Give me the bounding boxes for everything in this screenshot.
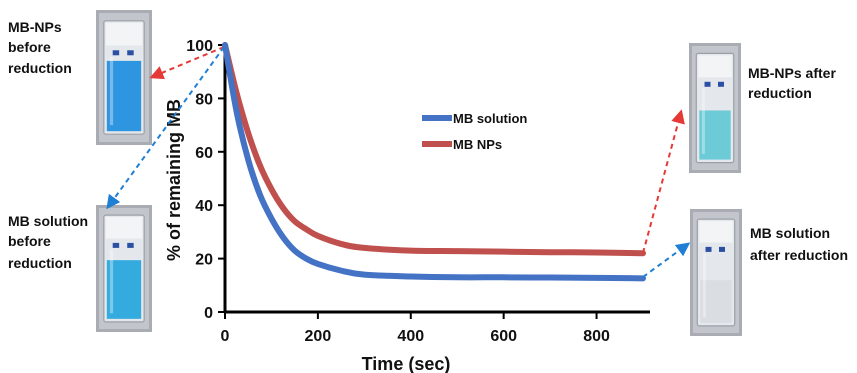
cuvette-cap <box>105 22 143 46</box>
y-axis-title: % of remaining MB <box>164 99 184 261</box>
cuvette-liquid <box>106 260 142 319</box>
label-mbnp-after-line2: reduction <box>748 85 812 101</box>
cuvette-mark-right <box>127 50 134 56</box>
legend-label-mb-nps: MB NPs <box>453 137 502 152</box>
cuvette-mark-right <box>127 242 134 248</box>
cuvette-cap <box>699 221 733 243</box>
series-line-mb-solution <box>222 42 646 282</box>
cuvette-cap <box>698 55 732 78</box>
label-mbsol-before-line3: reduction <box>8 255 72 271</box>
series-layer <box>222 42 646 282</box>
cuvette-mbnp-before-photo <box>96 10 152 145</box>
x-tick-label-200: 200 <box>305 328 332 345</box>
arrow-solution-end-to-photo <box>642 242 691 278</box>
cuvette-liquid <box>700 280 732 323</box>
cuvette-glare <box>109 249 114 314</box>
cuvette-glare <box>109 57 114 126</box>
label-mbnp-before-line1: MB-NPs <box>8 19 62 35</box>
cuvette-mark-left <box>704 81 711 87</box>
cuvette-mbnp-after-photo <box>689 43 741 173</box>
x-tick-label-0: 0 <box>221 328 230 345</box>
x-axis-title: Time (sec) <box>362 354 451 373</box>
x-tick-label-400: 400 <box>397 328 424 345</box>
y-tick-label-60: 60 <box>195 145 213 162</box>
y-tick-label-40: 40 <box>195 198 213 215</box>
y-ticks: 0 20 40 60 80 100 <box>186 38 225 322</box>
cuvette-glare <box>701 88 705 154</box>
label-mbnp-after-line1: MB-NPs after <box>748 65 836 81</box>
label-mbsol-before-line2: before <box>8 233 51 249</box>
cuvette-glare <box>702 253 706 318</box>
cuvette-mbsol-after-photo <box>690 209 742 336</box>
y-tick-label-100: 100 <box>186 38 213 55</box>
cuvette-mark-right <box>717 81 724 87</box>
label-mbsol-after: MB solution after reduction <box>750 225 848 263</box>
label-mbsol-before-line1: MB solution <box>8 213 88 229</box>
cuvette-mbsol-before-photo <box>96 205 152 332</box>
cuvette-mark-left <box>112 50 120 56</box>
arrow-solution-start-to-photo <box>106 46 225 210</box>
x-tick-label-800: 800 <box>583 328 610 345</box>
label-mbnp-before-line2: before <box>8 39 51 55</box>
legend: MB solution MB NPs <box>422 111 527 152</box>
y-tick-label-80: 80 <box>195 91 213 108</box>
x-ticks: 0 200 400 600 800 <box>221 312 610 345</box>
cuvette-cap <box>105 217 143 239</box>
cuvette-mark-left <box>705 246 712 252</box>
label-mbnp-after: MB-NPs after reduction <box>748 65 840 101</box>
cuvette-mark-left <box>112 242 120 248</box>
legend-label-mb-solution: MB solution <box>453 111 527 126</box>
cuvette-liquid <box>106 60 142 132</box>
label-mbsol-after-line2: after reduction <box>750 247 848 263</box>
label-mbsol-after-line1: MB solution <box>750 225 830 241</box>
series-line-mb-nps <box>222 42 646 257</box>
x-tick-label-600: 600 <box>490 328 517 345</box>
arrow-nps-end-to-photo <box>642 109 685 254</box>
y-tick-label-0: 0 <box>204 305 213 322</box>
label-mbnp-before: MB-NPs before reduction <box>8 19 72 76</box>
cuvette-mark-right <box>718 246 725 252</box>
y-tick-label-20: 20 <box>195 252 213 269</box>
label-mbnp-before-line3: reduction <box>8 60 72 76</box>
label-mbsol-before: MB solution before reduction <box>8 213 92 271</box>
arrow-nps-start-to-photo <box>149 46 225 80</box>
cuvette-liquid <box>699 110 731 160</box>
